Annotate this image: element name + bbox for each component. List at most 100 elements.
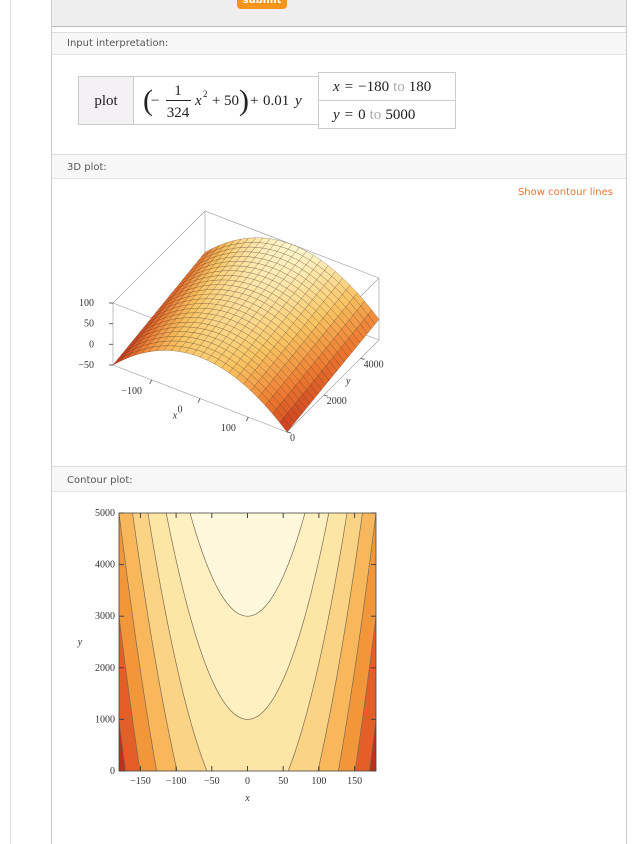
paren: ): [239, 84, 249, 117]
surface-patch: [313, 375, 326, 391]
x-tick-label: 0: [178, 405, 183, 416]
surface-patch: [340, 342, 353, 358]
range-min: 0: [358, 107, 366, 123]
pod-title: Contour plot:: [67, 475, 133, 486]
surface-patch: [359, 318, 372, 334]
contour-area: [119, 513, 376, 771]
variable: x: [194, 93, 202, 109]
x-tick-label: −100: [166, 776, 187, 787]
box-edge: [112, 210, 206, 304]
y-tick-label: 2000: [327, 396, 347, 407]
command: plot: [94, 93, 118, 109]
exponent: 2: [203, 89, 208, 99]
tick-mark: [197, 398, 201, 403]
surface-patch: [298, 394, 311, 409]
formula-cell: [133, 76, 319, 125]
range-row: y = 0 to 5000: [331, 107, 415, 123]
surface-patch: [287, 408, 299, 424]
range-max: 5000: [385, 107, 415, 123]
submit-label[interactable]: submit: [243, 0, 282, 6]
x-axis-label: x: [244, 793, 250, 804]
y-tick-label: 2000: [95, 663, 115, 674]
variable: y: [293, 93, 302, 109]
x-tick-label: 150: [347, 776, 362, 787]
contour-line: [189, 513, 306, 617]
contour-link[interactable]: Show contour lines: [518, 187, 613, 198]
surface-patch: [367, 309, 380, 325]
y-tick-label: 3000: [95, 611, 115, 622]
surface-patch: [363, 314, 376, 330]
contour-band: [190, 513, 305, 617]
tick-mark: [360, 357, 365, 360]
pod-title: Input interpretation:: [67, 38, 168, 49]
range-max: 180: [409, 79, 432, 95]
operator: +: [250, 93, 258, 109]
pod-title: 3D plot:: [67, 162, 107, 173]
surface-patch: [336, 347, 349, 362]
tick-mark: [245, 416, 249, 422]
z-tick-label: 50: [84, 319, 94, 330]
operator: +: [212, 93, 220, 109]
z-tick-label: −50: [78, 360, 94, 371]
z-tick-label: 100: [79, 298, 94, 309]
surface-patch: [317, 370, 330, 386]
range-to: to: [393, 79, 405, 95]
x-tick-label: 50: [278, 776, 288, 787]
range-min: −180: [358, 79, 389, 95]
x-tick-label: −50: [204, 776, 220, 787]
numerator: 1: [174, 83, 182, 99]
contour-line: [165, 513, 330, 720]
x-tick-label: 100: [311, 776, 326, 787]
range-to: to: [370, 107, 382, 123]
surface-patch: [283, 412, 295, 428]
range-equals: =: [345, 107, 353, 123]
surface-patch: [302, 389, 315, 405]
x-tick-label: 100: [221, 423, 236, 434]
y-tick-label: 4000: [364, 359, 384, 370]
x-tick-label: −100: [121, 386, 142, 397]
range-row: x = −180 to 180: [332, 79, 431, 95]
paren: (: [143, 84, 153, 117]
surface-patch: [344, 337, 357, 353]
surface-patch: [294, 398, 307, 414]
y-axis-label: y: [345, 376, 351, 387]
surface-patch: [321, 365, 334, 381]
range-variable: x: [332, 79, 340, 95]
range-variable: y: [331, 107, 340, 123]
y-axis-label: y: [77, 637, 83, 648]
y-tick-label: 0: [110, 766, 115, 777]
y-tick-label: 1000: [95, 714, 115, 725]
y-tick-label: 4000: [95, 560, 115, 571]
x-tick-label: 0: [245, 776, 250, 787]
x-axis-label: x: [172, 411, 178, 422]
surface-patch: [325, 361, 338, 377]
z-tick-label: 0: [89, 339, 94, 350]
surface-patch: [356, 323, 368, 339]
constant: 50: [224, 93, 239, 109]
surface-patch: [333, 351, 345, 367]
y-tick-label: 5000: [95, 508, 115, 519]
surface-patch: [310, 379, 322, 395]
operator: −: [151, 93, 159, 109]
pod-header: [52, 467, 626, 491]
surface-patch: [329, 356, 341, 372]
submit-button[interactable]: [237, 0, 287, 9]
box-edge: [286, 339, 380, 433]
y-tick-label: 0: [290, 433, 295, 444]
contour-line: [147, 513, 348, 771]
tick-mark: [323, 394, 328, 397]
contour-plot: 0 1000 2000 3000 4000 5000 −150 −100 −50 0 50 100 15…: [77, 508, 377, 804]
surface-patch: [352, 328, 364, 344]
pod-header: [52, 155, 626, 178]
surface-patch: [290, 403, 303, 419]
command-cell: [78, 76, 134, 125]
denominator: 324: [167, 105, 190, 121]
tick-mark: [286, 431, 292, 434]
coefficient: 0.01: [263, 93, 289, 109]
pod-header: [52, 32, 626, 54]
surface-patch: [348, 333, 361, 348]
range-equals: =: [345, 79, 353, 95]
tick-mark: [149, 379, 153, 385]
